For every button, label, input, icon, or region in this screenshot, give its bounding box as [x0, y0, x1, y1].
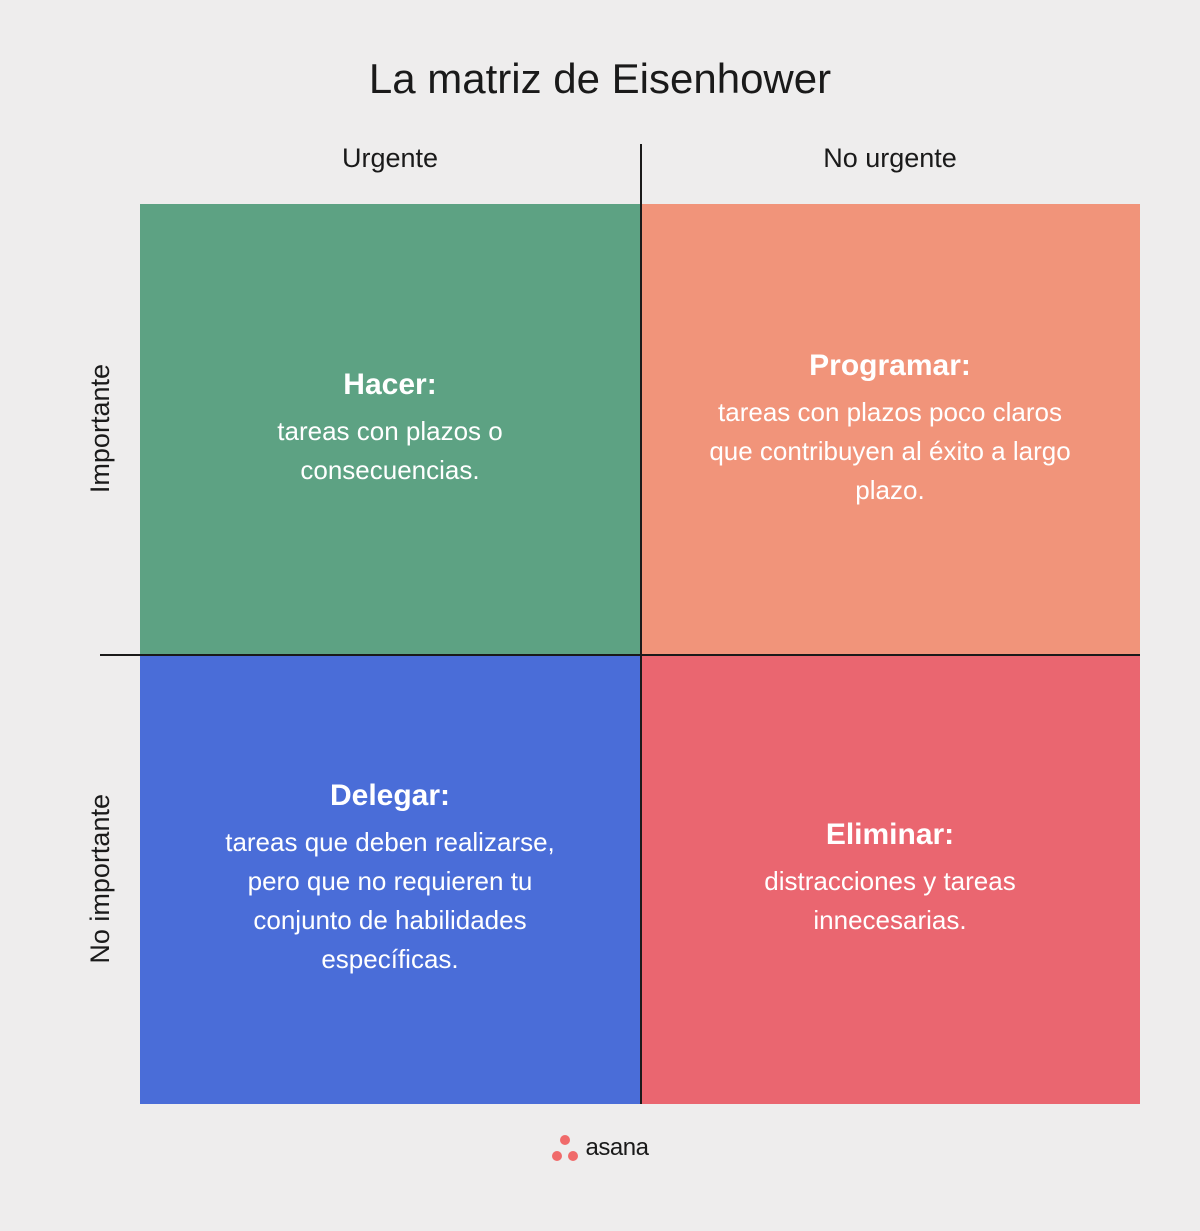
horizontal-axis — [100, 654, 1140, 656]
matrix-container: Urgente No urgente Importante No importa… — [60, 143, 1140, 1104]
quadrant-schedule: Programar: tareas con plazos poco claros… — [640, 204, 1140, 654]
quadrant-delegate-desc: tareas que deben realizarse, pero que no… — [200, 823, 580, 979]
column-headers: Urgente No urgente — [60, 143, 1140, 204]
page-title: La matriz de Eisenhower — [369, 55, 831, 103]
matrix-body: Importante No importante Hacer: tareas c… — [60, 204, 1140, 1104]
quadrant-schedule-desc: tareas con plazos poco claros que contri… — [700, 393, 1080, 510]
col-header-not-urgent: No urgente — [640, 143, 1140, 204]
row-label-important: Importante — [60, 204, 140, 654]
quadrant-delegate-title: Delegar: — [330, 779, 450, 813]
quadrant-delegate: Delegar: tareas que deben realizarse, pe… — [140, 654, 640, 1104]
quadrant-do-title: Hacer: — [343, 368, 436, 402]
quadrant-delete-desc: distracciones y tareas innecesarias. — [700, 862, 1080, 940]
quadrant-do: Hacer: tareas con plazos o consecuencias… — [140, 204, 640, 654]
vertical-axis — [640, 144, 642, 1104]
quadrant-delete-title: Eliminar: — [826, 818, 954, 852]
brand-name: asana — [586, 1134, 649, 1162]
quadrant-schedule-title: Programar: — [809, 349, 971, 383]
quadrant-delete: Eliminar: distracciones y tareas inneces… — [640, 654, 1140, 1104]
brand-logo: asana — [552, 1134, 649, 1162]
matrix-grid: Hacer: tareas con plazos o consecuencias… — [140, 204, 1140, 1104]
quadrant-do-desc: tareas con plazos o consecuencias. — [200, 412, 580, 490]
row-label-not-important: No importante — [60, 654, 140, 1104]
col-header-urgent: Urgente — [140, 143, 640, 204]
asana-logo-icon — [552, 1135, 578, 1161]
